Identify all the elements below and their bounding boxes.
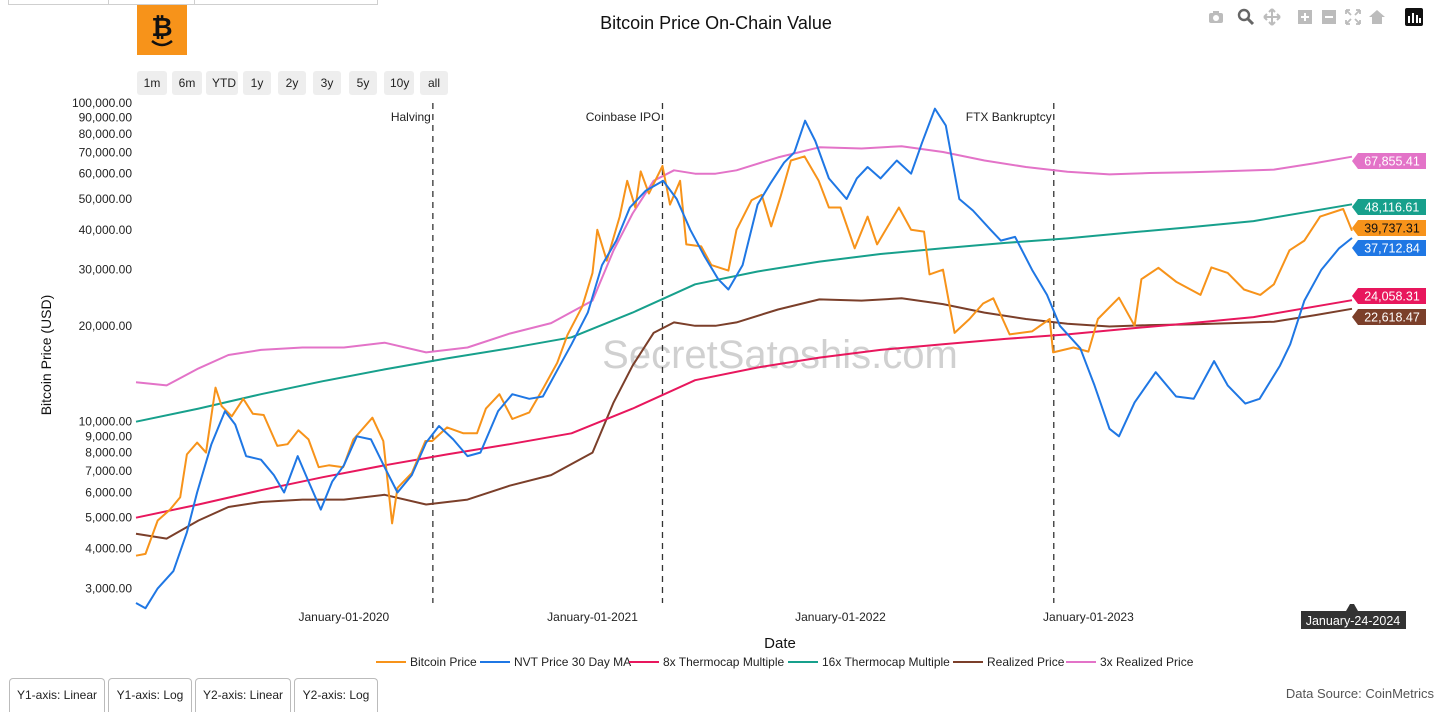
legend-item: Realized Price (987, 655, 1065, 669)
series-line (135, 145, 1353, 387)
y2-log-button[interactable]: Y2-axis: Log (294, 678, 378, 712)
zoom-out-icon[interactable] (1319, 7, 1339, 27)
event-label: Coinbase IPO (586, 110, 661, 124)
end-label-box (1352, 220, 1426, 236)
zoom-icon[interactable] (1236, 7, 1256, 27)
y-tick-labels: 3,000.00 4,000.00 5,000.00 6,000.00 7,000.00… (72, 96, 132, 595)
data-source: Data Source: CoinMetrics (1285, 686, 1434, 701)
range-2y[interactable]: 2y (278, 71, 306, 95)
x-tick-label: January-01-2020 (299, 610, 390, 624)
y-tick-label: 10,000.00 (79, 415, 133, 429)
end-label-box (1352, 288, 1426, 304)
logo-smile (151, 39, 173, 47)
y-tick-label: 6,000.00 (85, 485, 132, 499)
end-label-box (1352, 153, 1426, 169)
y-tick-label: 4,000.00 (85, 542, 132, 556)
pan-icon[interactable] (1262, 7, 1282, 27)
y-tick-label: 9,000.00 (85, 429, 132, 443)
home-icon[interactable] (1367, 7, 1387, 27)
x-axis-title: Date (764, 635, 796, 652)
series-line (135, 299, 1353, 519)
x-tick-label: January-01-2022 (795, 610, 886, 624)
series-line (135, 203, 1353, 423)
y2-linear-button[interactable]: Y2-axis: Linear (195, 678, 291, 712)
range-ytd[interactable]: YTD (206, 71, 238, 95)
y-tick-label: 50,000.00 (79, 192, 133, 206)
range-5y[interactable]: 5y (349, 71, 377, 95)
legend-item: 8x Thermocap Multiple (663, 655, 784, 669)
legend: Bitcoin Price NVT Price 30 Day MA 8x Therm… (376, 655, 1194, 669)
y-tick-label: 20,000.00 (79, 319, 133, 333)
y-tick-label: 8,000.00 (85, 446, 132, 460)
y-tick-label: 70,000.00 (79, 145, 133, 159)
legend-item: Bitcoin Price (410, 655, 477, 669)
y-tick-label: 3,000.00 (85, 581, 132, 595)
end-label-text: 67,855.41 (1364, 155, 1420, 169)
plotly-logo-icon[interactable] (1404, 7, 1424, 27)
x-tick-label: January-01-2023 (1043, 610, 1134, 624)
end-label-text: 37,712.84 (1364, 242, 1420, 256)
legend-item: 3x Realized Price (1100, 655, 1194, 669)
logo-glyph: ₿ (151, 12, 172, 42)
end-label-text: 22,618.47 (1364, 311, 1420, 325)
y-tick-label: 90,000.00 (79, 111, 133, 125)
x-tick-label: January-01-2021 (547, 610, 638, 624)
legend-item: NVT Price 30 Day MA (514, 655, 631, 669)
end-label-box (1352, 309, 1426, 325)
range-1m[interactable]: 1m (137, 71, 167, 95)
y-tick-label: 100,000.00 (72, 96, 132, 110)
chart-title: Bitcoin Price On-Chain Value (600, 13, 832, 33)
legend-item: 16x Thermocap Multiple (822, 655, 950, 669)
camera-icon[interactable] (1206, 7, 1226, 27)
series-line (135, 107, 1353, 610)
y-tick-label: 5,000.00 (85, 511, 132, 525)
end-label-text: 39,737.31 (1364, 222, 1420, 236)
hover-date-text: January-24-2024 (1306, 614, 1401, 628)
end-labels: 67,855.41 48,116.61 39,737.31 37,712.84 24,0… (1352, 153, 1426, 325)
y-tick-label: 60,000.00 (79, 167, 133, 181)
top-tab-3[interactable] (194, 0, 378, 5)
range-all[interactable]: all (420, 71, 448, 95)
bitcoin-logo: ₿ (137, 5, 187, 55)
series-line (135, 297, 1353, 540)
range-10y[interactable]: 10y (384, 71, 414, 95)
y1-linear-button[interactable]: Y1-axis: Linear (9, 678, 105, 712)
series-line (135, 155, 1353, 557)
hover-date-box (1301, 604, 1406, 629)
top-tab-1[interactable] (8, 0, 110, 5)
series-lines (135, 107, 1353, 610)
end-label-box (1352, 240, 1426, 256)
range-6m[interactable]: 6m (172, 71, 202, 95)
range-3y[interactable]: 3y (313, 71, 341, 95)
y1-log-button[interactable]: Y1-axis: Log (108, 678, 192, 712)
event-label: FTX Bankruptcy (966, 110, 1052, 124)
y-tick-label: 30,000.00 (79, 263, 133, 277)
autoscale-icon[interactable] (1343, 7, 1363, 27)
y-tick-label: 80,000.00 (79, 127, 133, 141)
y-tick-label: 7,000.00 (85, 464, 132, 478)
bitcoin-logo-mark: ₿ (151, 12, 173, 47)
y-axis-title: Bitcoin Price (USD) (38, 295, 54, 416)
end-label-text: 24,058.31 (1364, 290, 1420, 304)
event-label: Halving (391, 110, 431, 124)
zoom-in-icon[interactable] (1295, 7, 1315, 27)
end-label-text: 48,116.61 (1365, 201, 1420, 215)
x-tick-labels: January-01-2020 January-01-2021 January-01… (299, 610, 1135, 624)
event-markers: Halving Coinbase IPO FTX Bankruptcy (391, 103, 1055, 603)
end-label-box (1352, 199, 1426, 215)
y-tick-label: 40,000.00 (79, 223, 133, 237)
watermark: SecretSatoshis.com (602, 333, 958, 377)
range-1y[interactable]: 1y (243, 71, 271, 95)
hover-date-marker: January-24-2024 (1301, 604, 1406, 629)
